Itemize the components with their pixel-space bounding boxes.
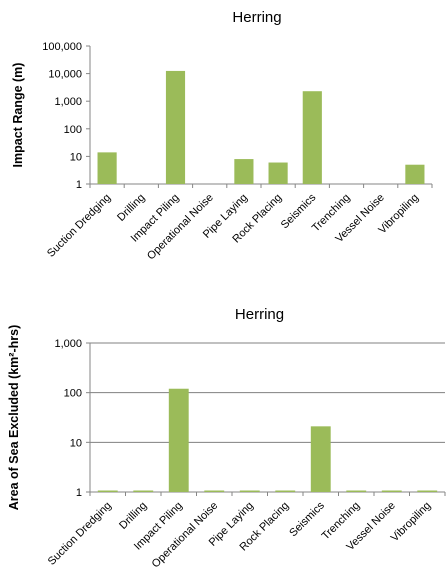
bar-vibropiling	[417, 490, 438, 492]
y-axis-label: Impact Range (m)	[11, 63, 25, 168]
y-tick-label: 10,000	[48, 69, 82, 81]
x-tick-label: Suction Dredging	[45, 192, 113, 260]
bar-impact-piling	[168, 388, 189, 492]
y-tick-label: 1,000	[54, 96, 82, 108]
bar-pipe-laying	[234, 159, 254, 184]
y-tick-label: 1	[76, 179, 82, 191]
y-tick-label: 100	[64, 388, 82, 400]
bar-drilling	[133, 490, 154, 492]
x-tick-label: Operational Noise	[150, 500, 221, 571]
y-tick-label: 1,000	[54, 338, 82, 350]
bar-seismics	[310, 426, 331, 492]
y-tick-label: 1	[76, 487, 82, 499]
bar-seismics	[302, 91, 322, 184]
chart-1: Herring Impact Range (m) 1 10 100 1,000 10,000…	[11, 9, 433, 262]
y-tick-label: 10	[70, 151, 82, 163]
bar-suction-dredging	[97, 152, 117, 184]
bar-rock-placing	[268, 162, 288, 184]
chart-2: Herring Area of Sea Excluded (km²-hrs) 1 10…	[7, 306, 446, 571]
bar-impact-piling	[165, 70, 186, 184]
bar-pipe-laying	[239, 490, 260, 492]
y-axis-label: Area of Sea Excluded (km²-hrs)	[7, 325, 21, 510]
bar-trenching	[346, 490, 367, 492]
bar-rock-placing	[275, 490, 296, 492]
x-tick-label: Drilling	[115, 192, 147, 224]
x-tick-label: Suction Dredging	[46, 500, 114, 568]
x-tick-label: Drilling	[117, 500, 149, 532]
y-tick-label: 10	[70, 437, 82, 449]
bar-vibropiling	[405, 164, 425, 184]
y-tick-label: 100,000	[42, 41, 82, 53]
bar-vessel-noise	[381, 490, 402, 492]
chart-title: Herring	[235, 306, 284, 323]
y-tick-label: 100	[64, 124, 82, 136]
bar-operational-noise	[204, 490, 225, 492]
chart-title: Herring	[232, 9, 281, 26]
bar-suction-dredging	[97, 490, 118, 492]
